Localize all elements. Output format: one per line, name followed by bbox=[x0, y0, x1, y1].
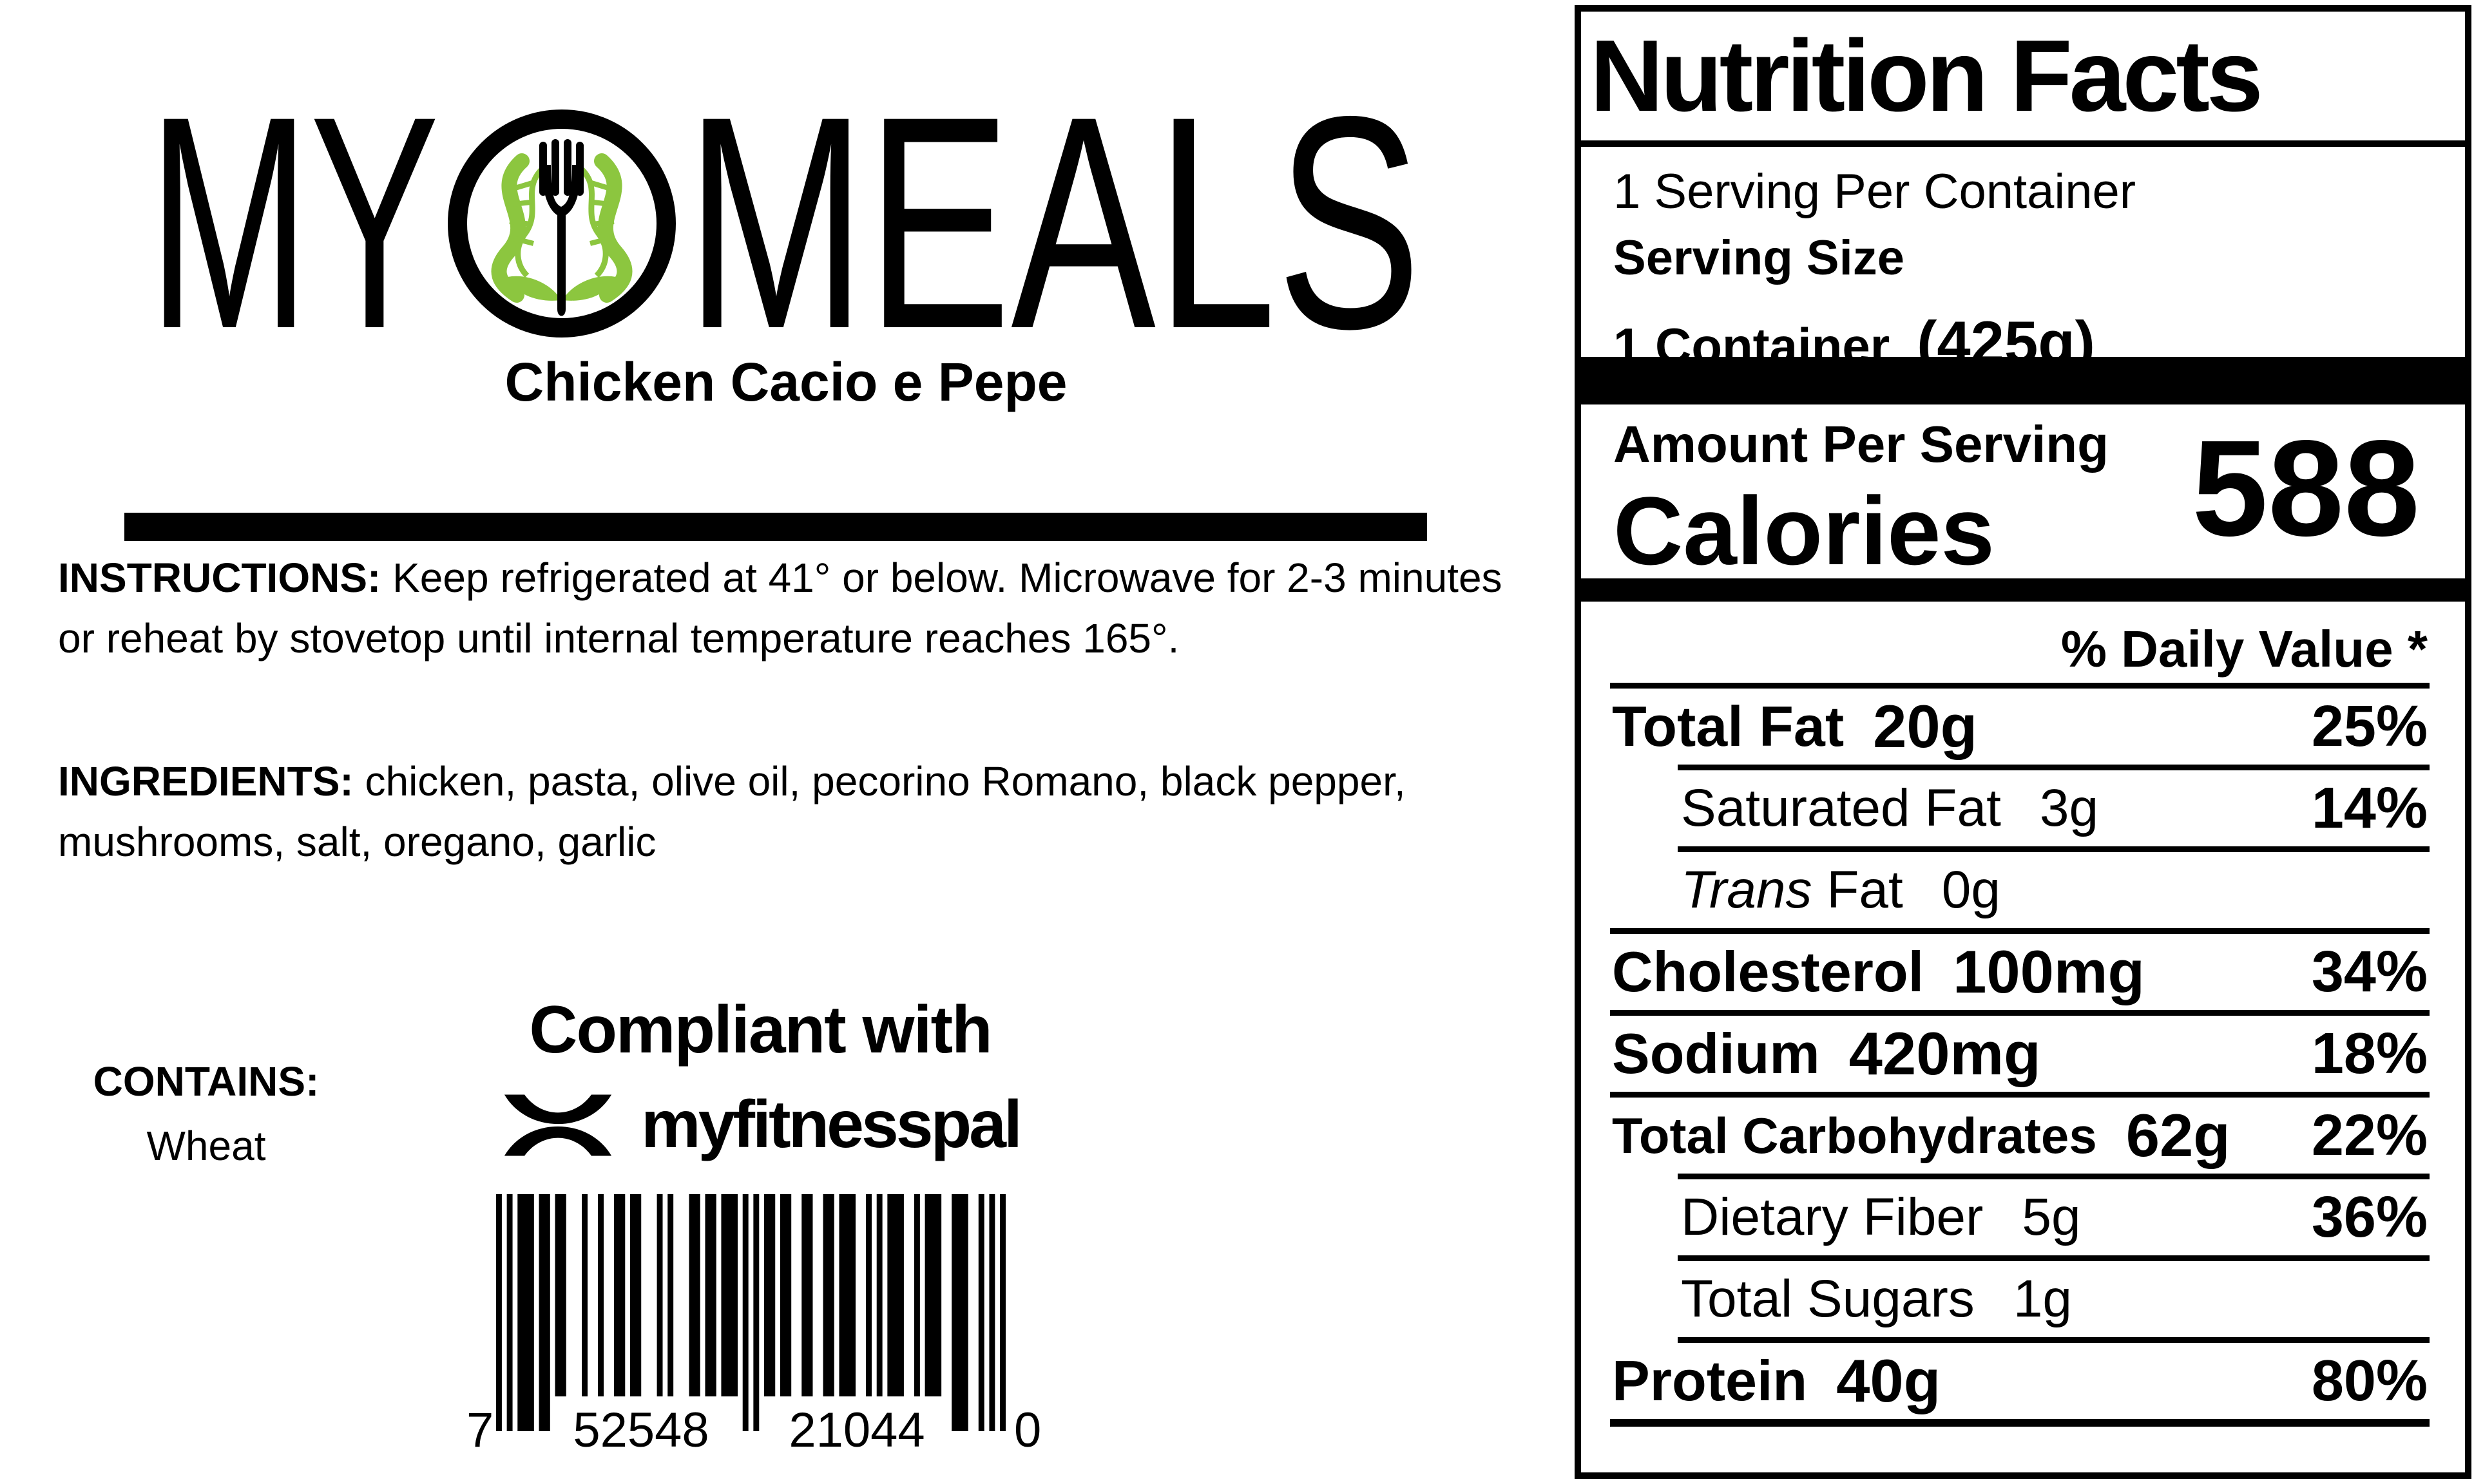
row-divider bbox=[1678, 1174, 2430, 1179]
nutrient-label: Dietary Fiber bbox=[1681, 1188, 1984, 1246]
barcode-left-digit: 7 bbox=[466, 1403, 494, 1452]
section-divider-bar bbox=[124, 513, 1427, 541]
nutrient-dv: 14% bbox=[2311, 775, 2428, 841]
calories-section: Amount Per Serving Calories 588 bbox=[1581, 404, 2465, 585]
thin-separator-bar bbox=[1581, 578, 2465, 602]
barcode-right-digit: 0 bbox=[1014, 1403, 1041, 1452]
contains-value: Wheat bbox=[146, 1123, 266, 1169]
calories-label: Calories bbox=[1613, 477, 1995, 585]
nutrition-facts-panel: Nutrition Facts 1 Serving Per Container … bbox=[1575, 5, 2471, 1479]
allergen-block: CONTAINS: Wheat bbox=[39, 1058, 374, 1170]
row-divider bbox=[1678, 765, 2430, 770]
fork-icon bbox=[539, 139, 584, 316]
nutrient-label: Cholesterol bbox=[1612, 940, 1924, 1004]
nutrient-row-sodium: Sodium 420mg 18% bbox=[1581, 1016, 2465, 1092]
nutrient-dv: 36% bbox=[2311, 1184, 2428, 1250]
nutrient-label: Sodium bbox=[1612, 1022, 1820, 1085]
row-divider bbox=[1610, 1010, 2430, 1016]
row-divider bbox=[1610, 1419, 2430, 1427]
ingredients-paragraph: INGREDIENTS: chicken, pasta, olive oil, … bbox=[58, 751, 1493, 872]
under-armour-icon bbox=[504, 1094, 612, 1156]
nutrient-label: Fat bbox=[1812, 861, 1903, 919]
myfitnesspal-wordmark: myfitnesspal bbox=[641, 1087, 1022, 1162]
nutrient-row-total-carbohydrates: Total Carbohydrates 62g 22% bbox=[1581, 1098, 2465, 1174]
myomeals-logo: MY bbox=[147, 53, 1429, 392]
row-divider bbox=[1610, 928, 2430, 934]
row-divider bbox=[1610, 683, 2430, 689]
nutrient-dv: 80% bbox=[2311, 1348, 2428, 1413]
label-left-panel: MY bbox=[39, 53, 1513, 1458]
nutrient-rows-section: % Daily Value * Total Fat 20g 25% Satura… bbox=[1581, 602, 2465, 1472]
row-divider bbox=[1678, 846, 2430, 852]
nutrient-amount: 3g bbox=[2039, 779, 2099, 837]
instructions-label: INSTRUCTIONS: bbox=[58, 555, 381, 601]
row-divider bbox=[1610, 1092, 2430, 1098]
nutrient-row-total-fat: Total Fat 20g 25% bbox=[1581, 689, 2465, 765]
serving-info-section: 1 Serving Per Container Serving Size 1 C… bbox=[1581, 147, 2465, 376]
nutrient-label: Total Fat bbox=[1612, 694, 1845, 758]
product-name: Chicken Cacio e Pepe bbox=[504, 352, 1068, 412]
nutrient-row-dietary-fiber: Dietary Fiber 5g 36% bbox=[1581, 1179, 2465, 1255]
nutrient-dv: 34% bbox=[2311, 939, 2428, 1004]
instructions-paragraph: INSTRUCTIONS: Keep refrigerated at 41° o… bbox=[58, 547, 1513, 669]
nutrition-facts-title: Nutrition Facts bbox=[1581, 12, 2465, 147]
nutrient-amount: 20g bbox=[1873, 692, 1978, 760]
fork-dna-circle-icon bbox=[448, 109, 676, 338]
instructions-text: Keep refrigerated at 41° or below. Micro… bbox=[58, 555, 1502, 662]
amount-per-serving-label: Amount Per Serving bbox=[1613, 415, 2109, 473]
nutrient-amount: 420mg bbox=[1848, 1020, 2041, 1087]
nutrient-label-italic: Trans bbox=[1681, 861, 1812, 919]
nutrient-row-saturated-fat: Saturated Fat 3g 14% bbox=[1581, 770, 2465, 846]
nutrient-amount: 100mg bbox=[1953, 938, 2145, 1005]
nutrient-amount: 5g bbox=[2022, 1188, 2081, 1246]
nutrient-amount: 40g bbox=[1836, 1347, 1941, 1414]
nutrient-dv: 25% bbox=[2311, 694, 2428, 759]
logo-text-meals: MEALS bbox=[686, 104, 1421, 344]
barcode-bars bbox=[496, 1194, 1006, 1431]
row-divider bbox=[1678, 1255, 2430, 1261]
serving-size-label: Serving Size bbox=[1613, 231, 1904, 285]
servings-per-container: 1 Serving Per Container bbox=[1613, 164, 2136, 219]
nutrient-row-trans-fat: Trans Fat 0g bbox=[1581, 852, 2465, 928]
nutrient-dv: 22% bbox=[2311, 1103, 2428, 1168]
calories-value: 588 bbox=[2192, 412, 2420, 564]
nutrient-row-cholesterol: Cholesterol 100mg 34% bbox=[1581, 934, 2465, 1010]
compliance-block: Compliant with myfitnesspal bbox=[406, 992, 1115, 1163]
nutrient-amount: 62g bbox=[2125, 1101, 2230, 1169]
upc-barcode: 7 52548 21044 0 bbox=[463, 1192, 1049, 1458]
barcode-group1: 52548 bbox=[573, 1403, 709, 1452]
barcode-group2: 21044 bbox=[789, 1403, 925, 1452]
nutrient-row-total-sugars: Total Sugars 1g bbox=[1581, 1261, 2465, 1337]
nutrient-dv: 18% bbox=[2311, 1021, 2428, 1086]
compliance-text: Compliant with bbox=[529, 993, 992, 1067]
contains-label: CONTAINS: bbox=[93, 1058, 320, 1105]
nutrient-label: Total Carbohydrates bbox=[1612, 1107, 2097, 1164]
daily-value-header: % Daily Value * bbox=[2060, 620, 2428, 678]
ingredients-text: chicken, pasta, olive oil, pecorino Roma… bbox=[58, 758, 1406, 866]
ingredients-label: INGREDIENTS: bbox=[58, 758, 354, 804]
nutrient-amount: 1g bbox=[2013, 1270, 2073, 1328]
thick-separator-bar bbox=[1581, 357, 2465, 404]
nutrient-amount: 0g bbox=[1941, 861, 2001, 919]
row-divider bbox=[1678, 1337, 2430, 1343]
logo-text-my: MY bbox=[148, 104, 439, 344]
nutrient-label: Protein bbox=[1612, 1349, 1808, 1413]
nutrient-label: Saturated Fat bbox=[1681, 779, 2001, 837]
nutrient-label: Total Sugars bbox=[1681, 1270, 1975, 1328]
nutrient-row-protein: Protein 40g 80% bbox=[1581, 1343, 2465, 1419]
